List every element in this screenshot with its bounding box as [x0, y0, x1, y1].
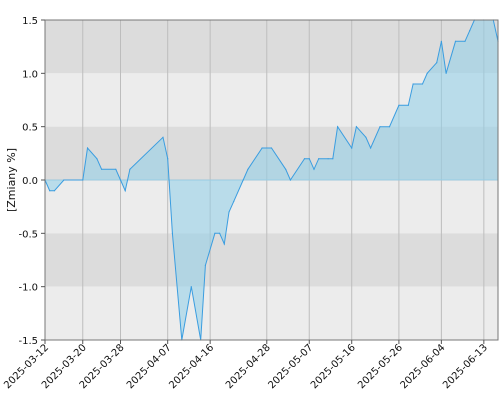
- data-point: [464, 40, 466, 42]
- data-point: [247, 168, 249, 170]
- data-point: [454, 40, 457, 42]
- data-point: [101, 168, 103, 170]
- plot-band: [45, 180, 498, 234]
- data-point: [86, 147, 89, 149]
- data-point: [327, 158, 329, 160]
- data-point: [285, 168, 287, 170]
- y-axis-title: [Zmiany %]: [5, 148, 18, 212]
- data-point: [407, 104, 409, 106]
- data-point: [204, 264, 206, 266]
- data-point: [318, 158, 320, 160]
- series-area: [45, 20, 498, 340]
- data-point: [228, 211, 230, 213]
- data-point: [303, 158, 306, 160]
- data-point: [440, 40, 442, 42]
- y-axis-ticks: 1.5 1.0 0.5 0.0 -0.5 -1.0 -1.5: [18, 16, 45, 347]
- data-point: [370, 147, 372, 149]
- data-point: [436, 62, 438, 64]
- data-point: [398, 104, 400, 106]
- data-point: [129, 168, 131, 170]
- data-point: [270, 147, 273, 149]
- data-point: [426, 72, 428, 74]
- data-point: [167, 158, 169, 160]
- plot-band: [45, 20, 498, 74]
- data-point: [171, 232, 173, 234]
- data-point: [233, 200, 235, 202]
- data-point: [313, 168, 315, 170]
- data-point: [337, 126, 339, 128]
- data-point: [53, 190, 56, 192]
- data-point: [82, 179, 84, 181]
- data-point: [351, 147, 353, 149]
- data-point: [445, 72, 447, 74]
- data-point: [388, 126, 391, 128]
- y-tick-label: 0.0: [22, 176, 38, 187]
- y-tick-label: 0.5: [22, 123, 38, 134]
- data-point: [115, 168, 117, 170]
- data-point: [242, 179, 244, 181]
- data-point: [261, 147, 263, 149]
- data-point: [162, 136, 164, 138]
- x-tick-label: 2025-06-13: [441, 342, 490, 391]
- data-point: [219, 232, 221, 234]
- y-tick-label: -0.5: [18, 229, 38, 240]
- x-tick-label: 2025-05-16: [309, 342, 358, 391]
- plot-band: [45, 233, 498, 287]
- x-tick-label: 2025-04-16: [167, 342, 216, 391]
- data-point: [63, 179, 65, 181]
- data-point: [379, 126, 381, 128]
- data-point: [96, 158, 98, 160]
- data-point: [469, 30, 471, 32]
- data-point: [332, 158, 334, 160]
- y-tick-label: 1.5: [22, 16, 38, 27]
- series-line: [44, 19, 499, 341]
- data-point: [124, 190, 126, 192]
- data-point: [289, 179, 291, 181]
- data-point: [365, 136, 367, 138]
- data-point: [49, 190, 51, 192]
- data-point: [190, 286, 192, 288]
- y-tick-label: 1.0: [22, 69, 38, 80]
- plot-band: [45, 286, 498, 340]
- x-axis-ticks: 2025-03-122025-03-202025-03-282025-04-07…: [2, 340, 490, 391]
- data-point: [308, 158, 310, 160]
- data-point: [421, 83, 424, 85]
- y-tick-label: -1.0: [18, 283, 38, 294]
- data-point: [119, 179, 122, 181]
- data-point: [214, 232, 216, 234]
- data-point: [223, 243, 225, 245]
- data-point: [355, 126, 357, 128]
- data-point: [412, 83, 414, 85]
- y-tick-label: -1.5: [18, 336, 38, 347]
